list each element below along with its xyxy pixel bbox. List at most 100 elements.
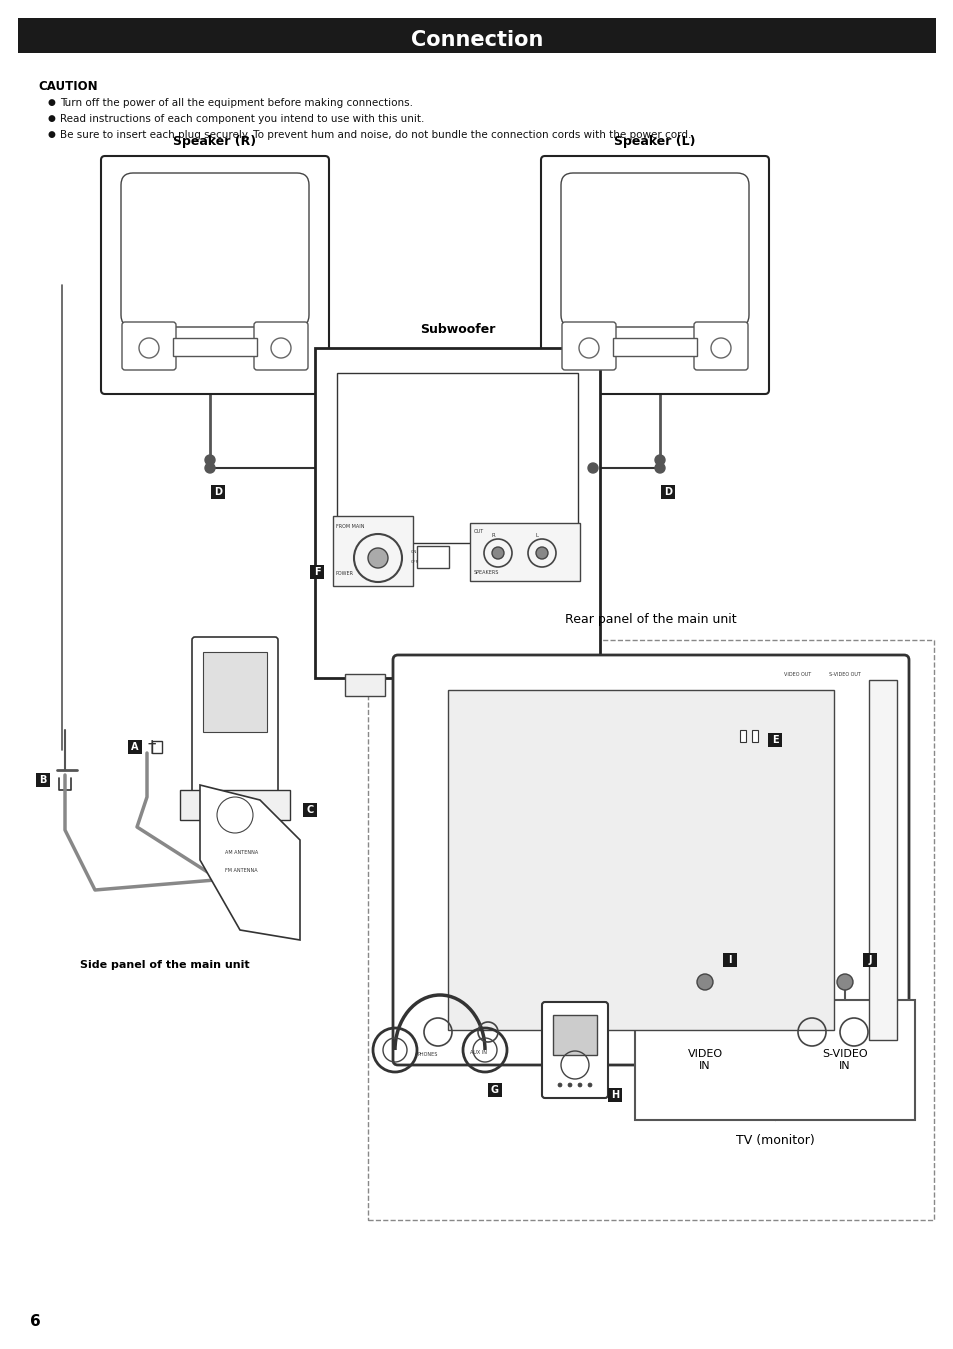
Bar (613, 339, 697, 356)
Bar (660, 486, 675, 499)
FancyBboxPatch shape (693, 322, 747, 370)
Text: ON: ON (411, 550, 416, 554)
FancyBboxPatch shape (541, 1002, 607, 1098)
Text: C: C (306, 805, 314, 815)
Circle shape (536, 546, 547, 558)
Text: OFF: OFF (411, 560, 418, 564)
Text: Connection: Connection (411, 30, 542, 50)
Text: ●: ● (48, 115, 56, 123)
Circle shape (587, 463, 598, 473)
Circle shape (655, 455, 664, 465)
Text: H: H (610, 1090, 618, 1099)
Bar (336, 374, 578, 544)
Text: AUX IN: AUX IN (470, 1050, 486, 1055)
Bar (607, 1089, 621, 1102)
Text: FM ANTENNA: FM ANTENNA (225, 867, 257, 873)
Bar (172, 339, 256, 356)
Circle shape (492, 546, 503, 558)
Bar (203, 652, 267, 733)
Bar (868, 680, 896, 1040)
Circle shape (587, 1083, 592, 1087)
Bar (722, 952, 737, 967)
Bar (731, 720, 760, 758)
Text: Subwoofer: Subwoofer (419, 322, 495, 336)
Circle shape (567, 1083, 572, 1087)
Bar (740, 730, 745, 742)
Text: D: D (213, 487, 222, 496)
Bar (470, 523, 579, 581)
Bar (862, 952, 876, 967)
Text: D: D (663, 487, 671, 496)
Text: Be sure to insert each plug securely. To prevent hum and noise, do not bundle th: Be sure to insert each plug securely. To… (60, 130, 691, 140)
FancyBboxPatch shape (540, 156, 768, 394)
Circle shape (205, 463, 214, 473)
FancyBboxPatch shape (101, 156, 329, 394)
Polygon shape (200, 785, 299, 940)
Bar (310, 565, 324, 579)
Text: VIDEO
IN: VIDEO IN (687, 1050, 721, 1071)
Bar (539, 674, 579, 696)
Bar (18, 18, 935, 53)
FancyBboxPatch shape (393, 656, 908, 1064)
Circle shape (578, 1083, 581, 1087)
Text: TV (monitor): TV (monitor) (735, 1135, 814, 1147)
Text: G: G (491, 1085, 498, 1095)
Bar (180, 791, 290, 820)
Bar (635, 1000, 914, 1120)
Text: L: L (536, 533, 538, 538)
Text: Read instructions of each component you intend to use with this unit.: Read instructions of each component you … (60, 115, 424, 124)
Bar (128, 741, 142, 754)
Bar (448, 689, 833, 1031)
Text: B: B (39, 774, 47, 785)
Bar (751, 730, 758, 742)
Text: VIDEO OUT: VIDEO OUT (783, 672, 810, 677)
Text: SPEAKERS: SPEAKERS (474, 571, 498, 575)
Text: ●: ● (48, 130, 56, 139)
Text: A: A (132, 742, 138, 751)
Text: 6: 6 (30, 1314, 41, 1329)
FancyBboxPatch shape (192, 637, 277, 803)
Text: POWER: POWER (335, 571, 354, 576)
Circle shape (655, 463, 664, 473)
Text: J: J (867, 955, 871, 965)
Text: ●: ● (48, 98, 56, 107)
Bar (767, 733, 781, 747)
Text: Turn off the power of all the equipment before making connections.: Turn off the power of all the equipment … (60, 98, 413, 108)
Text: FROM MAIN: FROM MAIN (335, 523, 364, 529)
Bar (211, 486, 225, 499)
Text: F: F (314, 567, 320, 577)
Circle shape (368, 548, 388, 568)
Text: R: R (492, 533, 496, 538)
Text: Speaker (R): Speaker (R) (173, 135, 256, 148)
Text: AM ANTENNA: AM ANTENNA (225, 850, 258, 855)
Bar (368, 639, 933, 1219)
Text: I: I (727, 955, 731, 965)
Circle shape (558, 1083, 561, 1087)
Bar (345, 674, 385, 696)
Bar (488, 1083, 501, 1097)
Text: OUT: OUT (474, 529, 484, 534)
Text: PHONES: PHONES (417, 1052, 438, 1058)
Bar (36, 773, 50, 786)
Text: S-VIDEO
IN: S-VIDEO IN (821, 1050, 867, 1071)
Bar (333, 517, 413, 585)
Text: Speaker (L): Speaker (L) (614, 135, 695, 148)
FancyBboxPatch shape (561, 322, 616, 370)
Text: S-VIDEO OUT: S-VIDEO OUT (828, 672, 860, 677)
FancyBboxPatch shape (560, 173, 748, 326)
FancyBboxPatch shape (122, 322, 175, 370)
FancyBboxPatch shape (121, 173, 309, 326)
Bar (303, 803, 316, 817)
FancyBboxPatch shape (253, 322, 308, 370)
Bar (314, 348, 599, 679)
Bar (152, 741, 162, 753)
Text: Rear panel of the main unit: Rear panel of the main unit (564, 612, 736, 626)
Text: Side panel of the main unit: Side panel of the main unit (80, 960, 250, 970)
Text: †: † (148, 738, 156, 755)
Circle shape (836, 974, 852, 990)
Text: E: E (771, 735, 778, 745)
Text: CAUTION: CAUTION (38, 80, 97, 93)
Circle shape (697, 974, 712, 990)
Bar (416, 546, 449, 568)
Circle shape (205, 455, 214, 465)
